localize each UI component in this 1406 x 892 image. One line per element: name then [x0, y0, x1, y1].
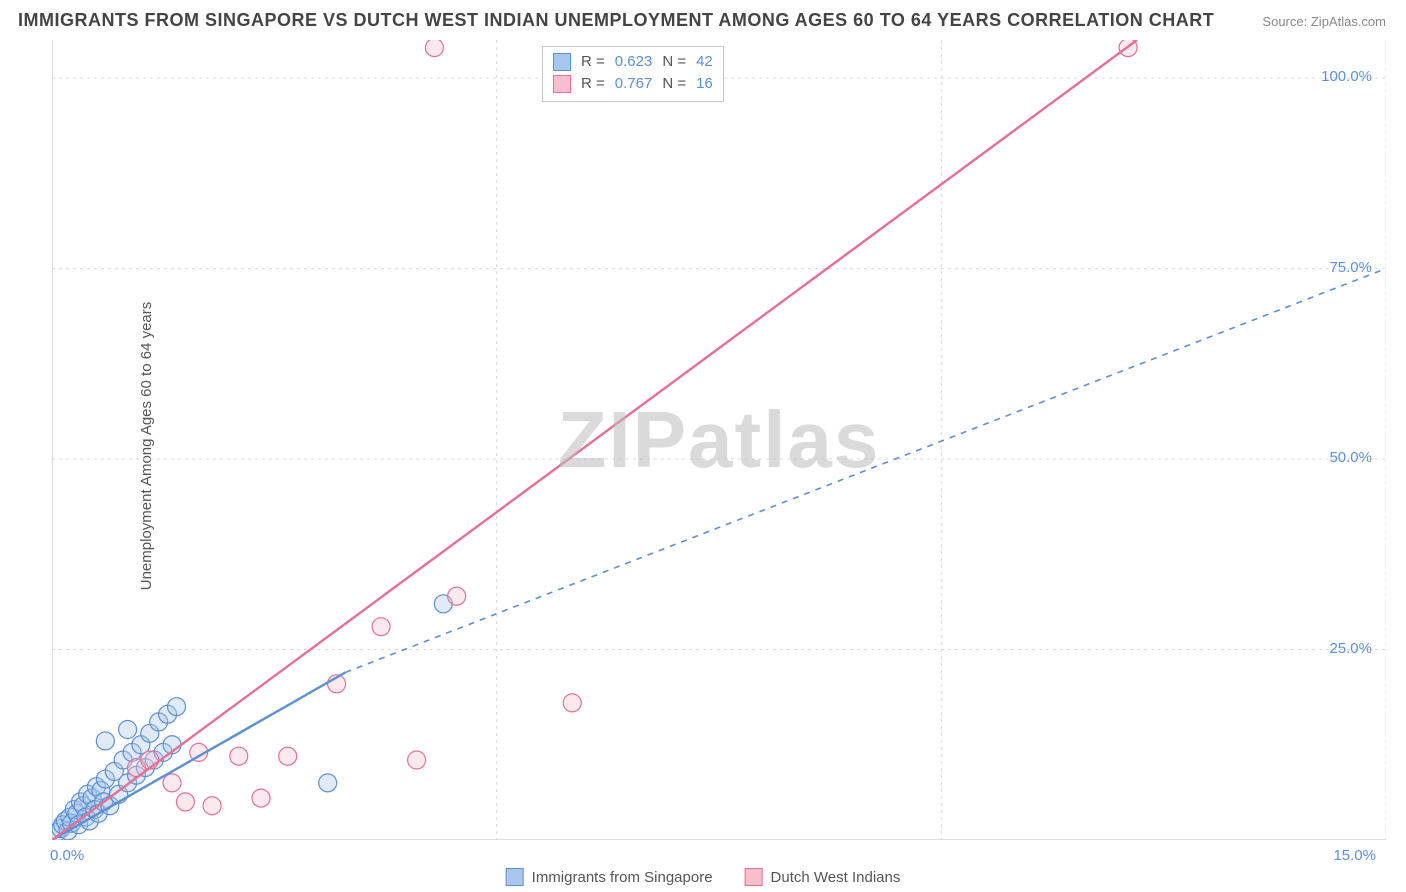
chart-svg	[52, 40, 1386, 840]
chart-title: IMMIGRANTS FROM SINGAPORE VS DUTCH WEST …	[18, 10, 1214, 31]
legend-swatch-icon	[506, 868, 524, 886]
r-value: 0.767	[615, 73, 653, 95]
r-label: R =	[581, 73, 605, 95]
y-tick-label: 100.0%	[1321, 68, 1372, 85]
legend-swatch-icon	[745, 868, 763, 886]
source-label: Source:	[1262, 14, 1307, 29]
y-tick-label: 75.0%	[1329, 259, 1372, 276]
r-label: R =	[581, 51, 605, 73]
correlation-legend-row: R = 0.623 N = 42	[553, 51, 713, 73]
n-label: N =	[662, 51, 686, 73]
legend-item: Dutch West Indians	[745, 868, 901, 886]
chart-plot-area: ZIPatlas R = 0.623 N = 42 R = 0.767 N = …	[52, 40, 1386, 840]
r-value: 0.623	[615, 51, 653, 73]
y-tick-label: 25.0%	[1329, 640, 1372, 657]
correlation-legend-row: R = 0.767 N = 16	[553, 73, 713, 95]
legend-swatch-icon	[553, 75, 571, 93]
series-legend: Immigrants from Singapore Dutch West Ind…	[506, 868, 901, 886]
correlation-legend: R = 0.623 N = 42 R = 0.767 N = 16	[542, 46, 724, 102]
legend-item: Immigrants from Singapore	[506, 868, 713, 886]
legend-swatch-icon	[553, 53, 571, 71]
n-value: 16	[696, 73, 713, 95]
legend-item-label: Dutch West Indians	[771, 869, 901, 886]
n-value: 42	[696, 51, 713, 73]
n-label: N =	[662, 73, 686, 95]
x-tick-label: 0.0%	[50, 847, 84, 864]
legend-item-label: Immigrants from Singapore	[532, 869, 713, 886]
y-tick-label: 50.0%	[1329, 449, 1372, 466]
source-value: ZipAtlas.com	[1311, 14, 1386, 29]
x-tick-label: 15.0%	[1333, 847, 1376, 864]
source-attribution: Source: ZipAtlas.com	[1262, 14, 1386, 29]
